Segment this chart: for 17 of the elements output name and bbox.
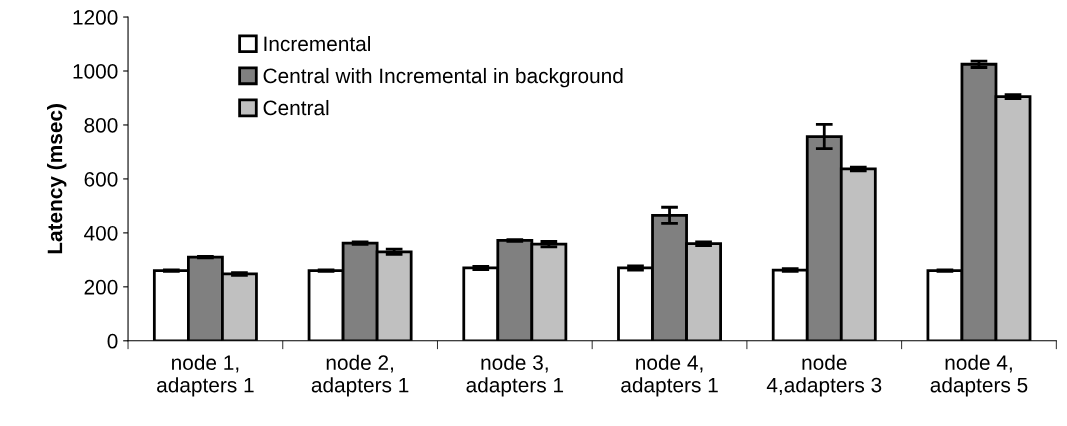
legend-label: Central (263, 99, 329, 116)
x-tick-label: node 4, adapters 1 (621, 354, 718, 397)
y-tick-label: 600 (84, 171, 118, 187)
x-tick-label: node 2, adapters 1 (311, 354, 409, 397)
y-tick-label: 800 (84, 117, 118, 133)
y-tick-label: 0 (107, 333, 118, 349)
y-tick-label: 1000 (73, 64, 118, 79)
x-tick-label: node 1, adapters 1 (157, 354, 254, 397)
y-axis-title: Latency (msec) (47, 104, 67, 254)
x-tick-label: node 3, adapters 1 (466, 354, 564, 397)
x-tick-label: node 4,adapters 3 (766, 354, 882, 397)
y-tick-label: 1200 (73, 10, 118, 25)
x-tick-label: node 4, adapters 5 (930, 354, 1028, 397)
y-tick-label: 400 (84, 225, 118, 241)
legend-label: Incremental (264, 35, 370, 52)
y-tick-label: 200 (84, 279, 118, 295)
legend-label: Central with Incremental in background (263, 67, 623, 88)
